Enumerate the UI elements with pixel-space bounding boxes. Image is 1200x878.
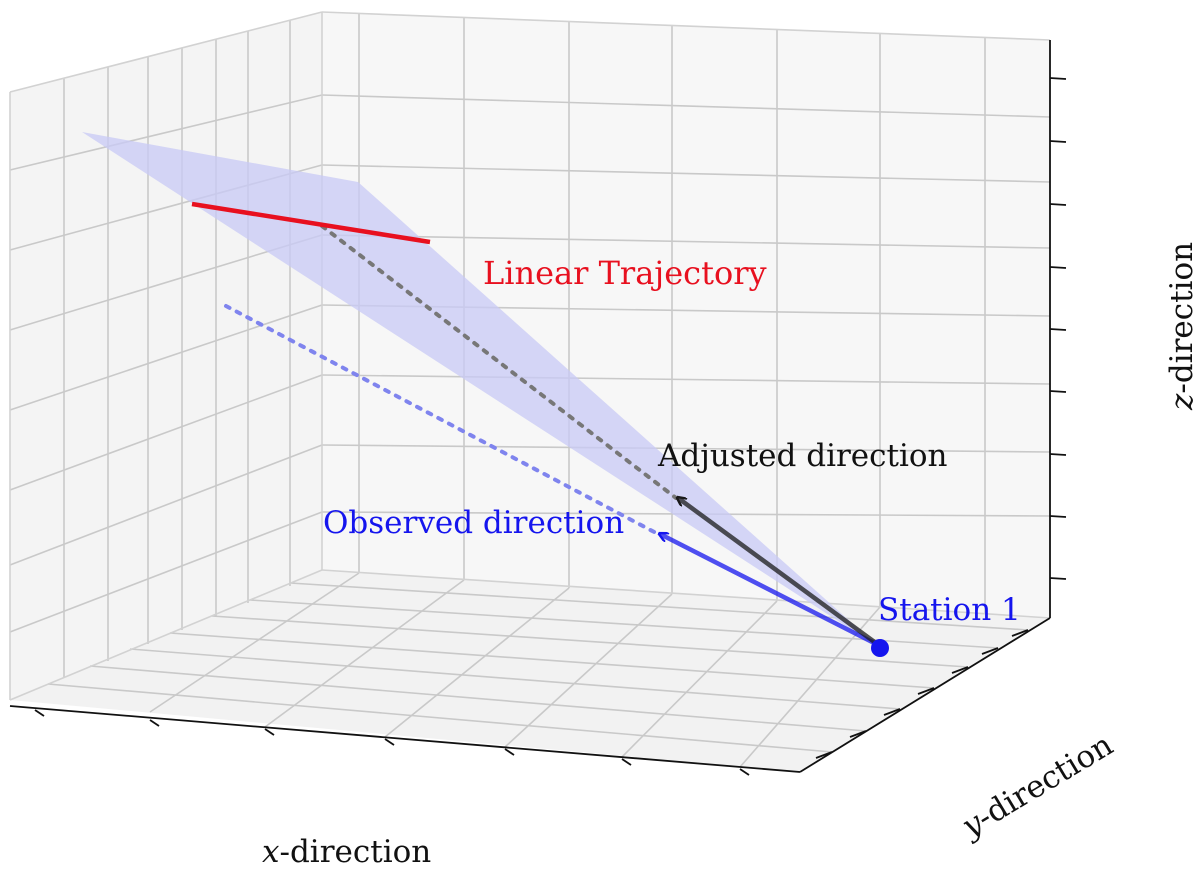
observed-direction-label: Observed direction bbox=[323, 505, 624, 541]
pane-edges bbox=[9, 11, 1051, 701]
station-label: Station 1 bbox=[878, 592, 1021, 628]
x-axis-title-variable: x bbox=[262, 834, 280, 870]
adjusted-direction-extension bbox=[320, 224, 678, 500]
direction-plane bbox=[82, 132, 880, 648]
adjusted-direction-label: Adjusted direction bbox=[657, 438, 948, 474]
z-axis bbox=[1049, 40, 1067, 618]
observed-direction-arrow bbox=[660, 534, 882, 649]
x-axis-title-suffix: -direction bbox=[279, 834, 431, 870]
trajectory-label: Linear Trajectory bbox=[483, 254, 767, 292]
z-axis-title-variable: z bbox=[1164, 393, 1200, 411]
station-point bbox=[871, 639, 889, 657]
y-axis-title: y-direction bbox=[954, 727, 1119, 846]
linear-trajectory-line bbox=[191, 201, 431, 245]
adjusted-direction-arrow bbox=[678, 498, 882, 648]
x-axis bbox=[9, 705, 801, 776]
z-axis-title: z-direction bbox=[1164, 242, 1200, 411]
x-axis-title: x-direction bbox=[262, 834, 431, 870]
y-axis-title-suffix: -direction bbox=[971, 727, 1120, 836]
observed-direction-extension bbox=[224, 304, 660, 536]
z-axis-title-suffix: -direction bbox=[1164, 242, 1200, 394]
y-axis bbox=[799, 617, 1051, 773]
